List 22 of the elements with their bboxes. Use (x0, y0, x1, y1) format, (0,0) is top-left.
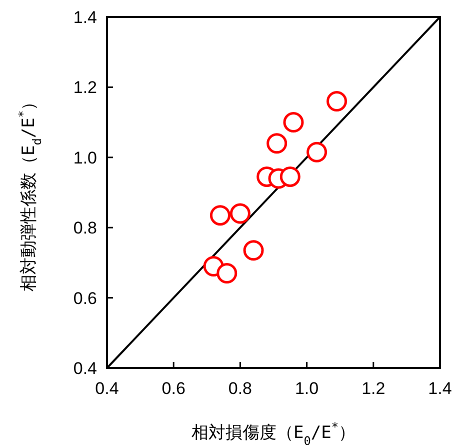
x-tick-label: 1.2 (362, 379, 386, 398)
y-tick-label: 1.4 (73, 8, 97, 27)
point (306, 142, 328, 162)
point (230, 203, 250, 224)
x-tick-label: 1.0 (294, 379, 319, 398)
x-tick-label: 1.4 (428, 379, 452, 398)
x-axis-title: 相対損傷度（E$_{0}$/E$^{*}$） (191, 420, 356, 445)
y-tick-label: 1.0 (73, 148, 97, 168)
y-tick-label: 1.2 (73, 78, 97, 98)
point (280, 166, 300, 187)
point (210, 205, 230, 226)
point (283, 112, 304, 133)
x-tick-label: 0.4 (95, 379, 119, 398)
y-tick-label: 0.4 (73, 359, 97, 378)
point (216, 262, 238, 284)
x-tick-label: 0.6 (162, 379, 186, 398)
y-tick-label: 0.6 (73, 288, 97, 308)
point (243, 240, 264, 261)
x-tick-label: 0.8 (228, 379, 252, 398)
y-tick-label: 0.8 (73, 218, 97, 238)
point (266, 133, 288, 154)
point (326, 90, 348, 112)
